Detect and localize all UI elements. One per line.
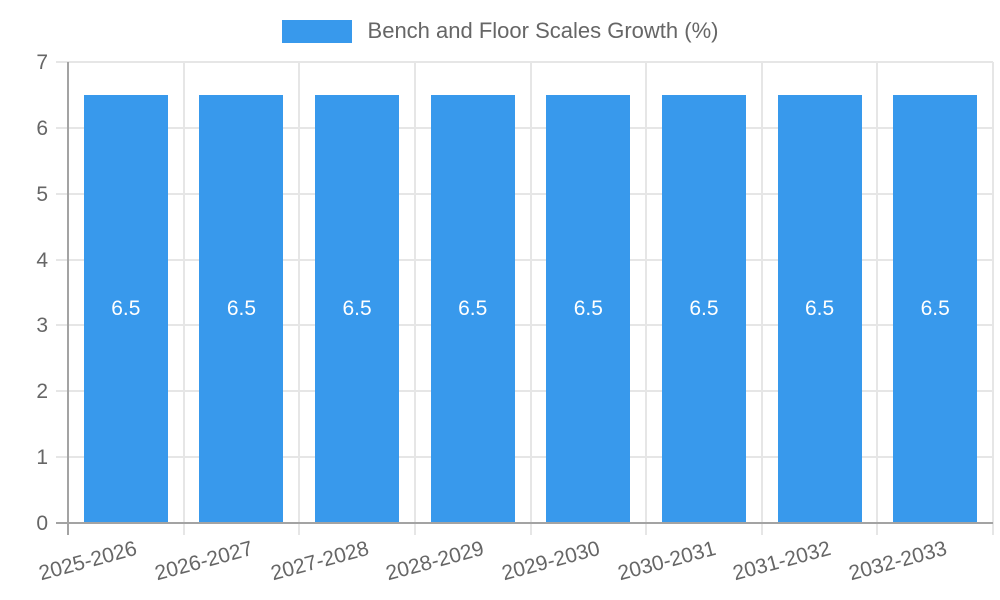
gridline-vertical: [413, 62, 416, 523]
x-axis-tick: [298, 523, 301, 535]
bar[interactable]: [315, 94, 400, 523]
x-tick-label: 2025-2026: [36, 537, 140, 586]
x-tick-label: 2027-2028: [268, 537, 372, 586]
bar-value-label: 6.5: [226, 296, 257, 320]
gridline-vertical: [298, 62, 301, 523]
y-axis-tick: [56, 324, 68, 327]
y-axis-line: [67, 62, 69, 535]
bar-value-label: 6.5: [689, 296, 719, 320]
legend-label: Bench and Floor Scales Growth (%): [367, 18, 719, 43]
y-axis-tick: [56, 456, 68, 459]
bar-value-label: 6.5: [458, 296, 488, 320]
legend-item[interactable]: Bench and Floor Scales Growth (%): [281, 18, 719, 44]
bar[interactable]: [83, 94, 168, 523]
bar-value-label: 6.5: [573, 296, 603, 320]
x-tick-label: 2032-2033: [846, 537, 950, 586]
x-tick-label: 2030-2031: [614, 537, 718, 586]
x-axis-tick: [182, 523, 185, 535]
y-tick-label: 0: [36, 512, 48, 535]
legend-swatch[interactable]: [281, 19, 352, 43]
bar[interactable]: [661, 94, 746, 523]
y-axis-tick: [56, 126, 68, 129]
gridline-vertical: [992, 62, 994, 523]
y-tick-label: 2: [36, 380, 48, 404]
x-axis-tick: [529, 523, 532, 535]
bar-value-label: 6.5: [804, 296, 835, 320]
bar-value-label: 6.5: [342, 296, 372, 320]
y-tick-label: 7: [36, 51, 48, 74]
y-tick-label: 4: [36, 248, 48, 272]
y-tick-label: 5: [36, 182, 48, 206]
gridline-vertical: [529, 62, 532, 523]
x-tick-label: 2029-2030: [499, 537, 603, 586]
x-axis-tick: [760, 523, 763, 535]
gridline-vertical: [760, 62, 763, 523]
x-tick-label: 2031-2032: [730, 537, 834, 586]
x-axis-tick: [876, 523, 879, 535]
y-axis-tick: [56, 192, 68, 195]
x-axis-line: [56, 522, 993, 524]
x-tick-label: 2028-2029: [383, 537, 487, 586]
y-axis-tick: [56, 390, 68, 393]
y-tick-label: 3: [36, 314, 48, 338]
gridline-vertical: [182, 62, 185, 523]
y-tick-label: 1: [36, 446, 48, 470]
x-axis-tick: [413, 523, 416, 535]
x-axis-tick: [645, 523, 648, 535]
legend: Bench and Floor Scales Growth (%): [0, 18, 1000, 44]
x-tick-label: 2026-2027: [152, 537, 256, 586]
y-axis-tick: [56, 61, 68, 63]
y-tick-label: 6: [36, 116, 48, 140]
gridline-vertical: [876, 62, 879, 523]
bar[interactable]: [430, 94, 515, 523]
gridline-vertical: [645, 62, 648, 523]
bar-value-label: 6.5: [111, 296, 141, 320]
bar-value-label: 6.5: [920, 296, 950, 320]
bar[interactable]: [546, 94, 631, 523]
x-axis-tick: [992, 523, 994, 535]
bar[interactable]: [777, 94, 862, 523]
bar[interactable]: [893, 94, 978, 523]
y-axis-tick: [56, 258, 68, 261]
bar[interactable]: [199, 94, 284, 523]
